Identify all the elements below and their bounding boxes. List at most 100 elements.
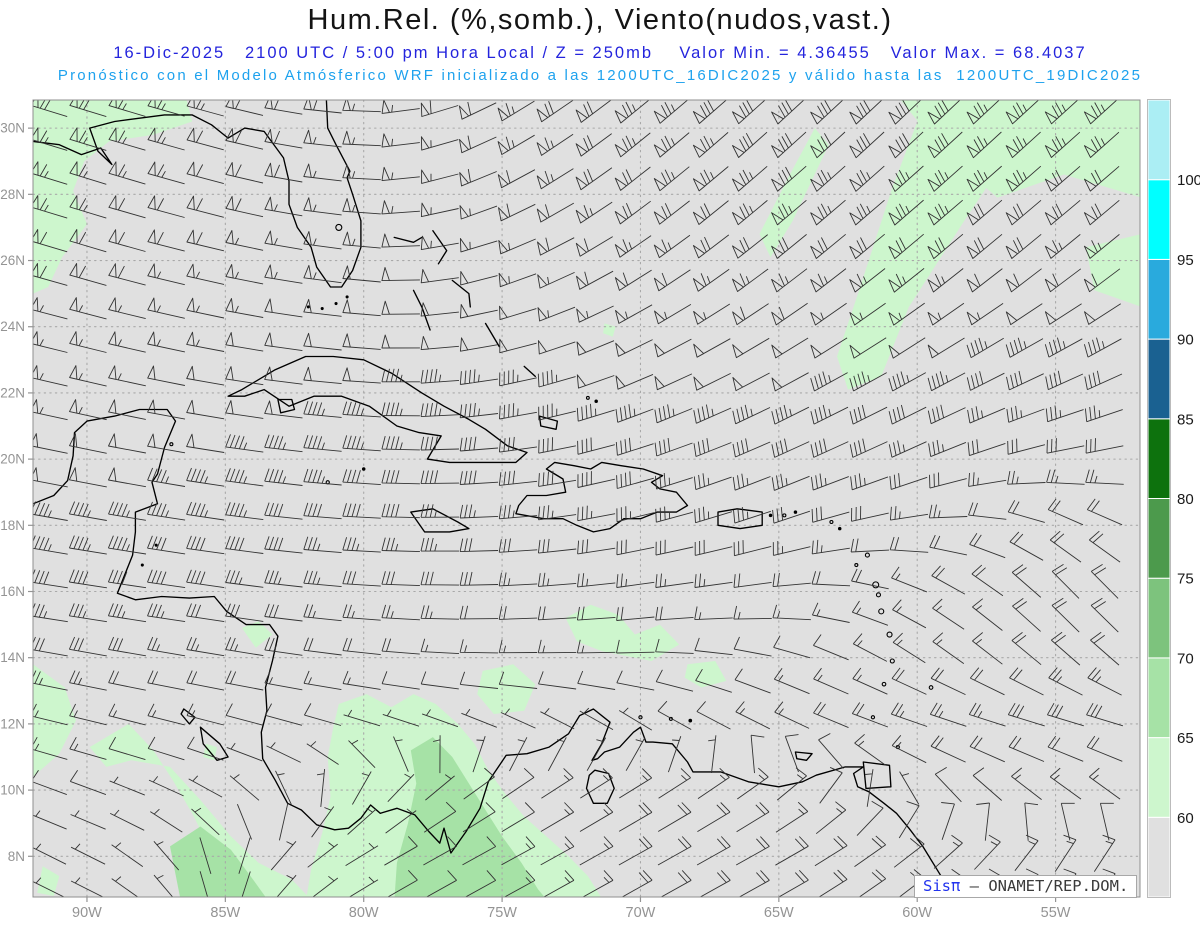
wind-barb: [33, 603, 68, 623]
island-dot: [320, 306, 324, 311]
wind-barb: [810, 131, 846, 159]
colorbar-segment: [1147, 338, 1171, 420]
wind-barb: [771, 337, 809, 359]
wind-barb: [420, 235, 459, 251]
wind-barb: [33, 501, 68, 521]
wind-barb: [147, 127, 185, 151]
wind-barb: [303, 670, 342, 691]
island-dot: [881, 681, 887, 687]
wind-barb: [653, 269, 691, 292]
wind-barb: [538, 671, 577, 690]
wind-barb: [972, 598, 1003, 631]
wind-barb: [692, 132, 729, 158]
wind-barb: [264, 637, 303, 656]
wind-barb: [303, 502, 342, 520]
wind-barb: [576, 270, 614, 290]
lat-label: 16N: [0, 584, 25, 599]
wind-barb: [264, 434, 303, 453]
wind-barb: [699, 870, 731, 897]
wind-barb: [889, 506, 929, 521]
wind-barb: [186, 365, 225, 386]
wind-barb: [498, 639, 538, 654]
wind-barb: [1014, 834, 1039, 871]
wind-barb: [854, 733, 886, 766]
wind-barb: [966, 131, 1002, 159]
wind-barb: [774, 701, 810, 729]
wind-barb: [815, 801, 847, 835]
wind-barb: [1090, 631, 1120, 666]
island-dot: [864, 552, 870, 558]
island-dot: [875, 592, 882, 598]
coastline-trinidad: [862, 761, 892, 790]
wind-barb: [927, 268, 964, 293]
wind-barb: [497, 169, 536, 189]
wind-barb: [33, 636, 68, 657]
wind-barb: [1045, 370, 1084, 391]
wind-barb: [655, 539, 694, 556]
wind-barb: [497, 100, 535, 122]
humidity-patch: [1086, 234, 1140, 307]
island-dot: [688, 718, 693, 723]
wind-barb: [69, 161, 107, 185]
wind-barb: [108, 365, 146, 387]
wind-barb: [575, 133, 612, 157]
wind-barb: [614, 166, 651, 191]
wind-barb: [771, 165, 807, 192]
wind-barb: [225, 264, 264, 285]
wind-barb: [849, 268, 886, 293]
wind-barb: [972, 767, 1002, 801]
wind-barb: [732, 372, 770, 392]
wind-barb: [1084, 370, 1123, 391]
coastline-puerto-rico: [717, 508, 763, 530]
island-dot: [829, 519, 834, 525]
wind-barb: [69, 263, 107, 286]
wind-barb: [654, 437, 693, 457]
wind-barb: [225, 128, 264, 150]
wind-barb: [776, 767, 807, 801]
wind-barb: [536, 100, 574, 123]
wind-barb: [499, 305, 537, 321]
wind-barb: [33, 297, 68, 320]
wind-barb: [971, 564, 1004, 597]
wind-barb: [931, 565, 966, 595]
wind-barb: [420, 268, 459, 284]
wind-barb: [616, 606, 655, 621]
wind-barb: [852, 633, 888, 662]
wind-barb: [772, 540, 811, 556]
wind-barb: [33, 810, 67, 830]
wind-barb: [777, 869, 809, 897]
wind-barb: [737, 767, 769, 800]
wind-barb: [537, 572, 577, 587]
wind-barb: [771, 268, 808, 293]
wind-barb: [420, 302, 459, 317]
watermark-sis: Sisπ: [923, 877, 961, 895]
wind-barb: [498, 504, 538, 520]
wind-barb: [1024, 802, 1039, 841]
wind-barb: [891, 667, 927, 695]
wind-barb: [264, 366, 303, 385]
wind-barb: [386, 869, 418, 897]
wind-barb: [108, 467, 146, 488]
wind-barb: [109, 809, 145, 831]
wind-barb: [888, 268, 925, 293]
wind-barb: [968, 472, 1007, 487]
wind-barb: [849, 199, 885, 226]
subtitle-model-info: Pronóstico con el Modelo Atmósferico WRF…: [57, 67, 1143, 84]
wind-barb: [420, 537, 460, 552]
subtitle-valid-time: 16-Dic-2025 2100 UTC / 5:00 pm Hora Loca…: [113, 44, 1087, 62]
wind-barb: [732, 131, 768, 158]
wind-barb: [888, 371, 927, 392]
wind-barb: [70, 877, 104, 897]
wind-barb: [934, 767, 962, 803]
wind-barb: [927, 165, 963, 192]
wind-barb: [459, 238, 498, 253]
wind-barb: [225, 637, 264, 657]
humidity-patch: [759, 128, 829, 258]
coastline-grand-bahama: [393, 236, 423, 243]
wind-barb: [420, 335, 459, 351]
wind-barb: [888, 100, 922, 125]
wind-barb: [381, 133, 420, 148]
wind-barb: [890, 702, 928, 727]
wind-barb: [108, 229, 146, 252]
wind-barb: [1007, 470, 1046, 485]
